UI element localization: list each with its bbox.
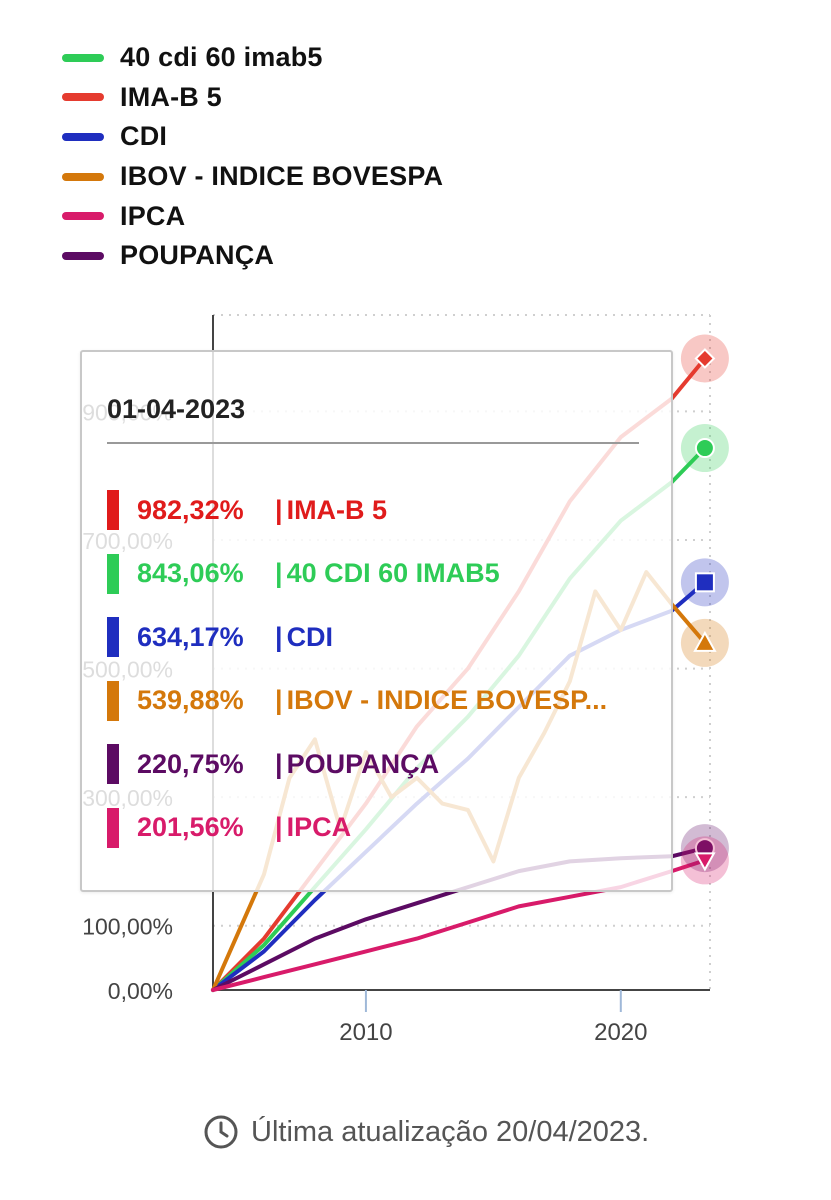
tooltip-value: 982,32% bbox=[137, 494, 244, 525]
end-marker bbox=[694, 572, 715, 593]
legend-swatch bbox=[62, 93, 104, 102]
tooltip-row: 539,88% | IBOV - INDICE BOVESP... bbox=[107, 680, 608, 721]
legend-label: POUPANÇA bbox=[120, 240, 275, 271]
tooltip-row: 201,56% | IPCA bbox=[107, 807, 352, 848]
tooltip-value: 634,17% bbox=[137, 621, 244, 652]
tooltip-series-name: IPCA bbox=[286, 812, 352, 842]
legend: 40 cdi 60 imab5 IMA-B 5 CDI IBOV - INDICE B… bbox=[62, 38, 443, 276]
legend-swatch bbox=[62, 212, 104, 221]
tooltip-color-bar bbox=[107, 617, 119, 657]
clock-icon bbox=[204, 1115, 238, 1149]
tooltip-color-bar bbox=[107, 807, 119, 848]
legend-item[interactable]: 40 cdi 60 imab5 bbox=[62, 38, 443, 78]
legend-swatch bbox=[62, 251, 104, 260]
tooltip-value: 539,88% bbox=[137, 685, 244, 715]
end-marker bbox=[694, 438, 715, 459]
tooltip-separator: | bbox=[275, 621, 283, 652]
last-update-text: Última atualização 20/04/2023. bbox=[251, 1115, 650, 1148]
tooltip-series-name: IBOV - INDICE BOVESP... bbox=[286, 685, 608, 715]
tooltip-row: 843,06% | 40 CDI 60 IMAB5 bbox=[107, 553, 500, 594]
tooltip-value: 220,75% bbox=[137, 748, 244, 779]
legend-item[interactable]: CDI bbox=[62, 117, 443, 157]
legend-swatch bbox=[62, 53, 104, 62]
tooltip-row: 982,32% | IMA-B 5 bbox=[107, 490, 387, 530]
tooltip-date: 01-04-2023 bbox=[107, 394, 246, 424]
tooltip-color-bar bbox=[107, 553, 119, 594]
tooltip-row: 634,17% | CDI bbox=[107, 617, 333, 657]
legend-label: IPCA bbox=[120, 200, 186, 231]
tooltip-separator: | bbox=[275, 748, 283, 779]
legend-item[interactable]: IMA-B 5 bbox=[62, 78, 443, 118]
legend-item[interactable]: POUPANÇA bbox=[62, 236, 443, 276]
y-tick-label: 100,00% bbox=[82, 914, 173, 940]
tooltip-value: 201,56% bbox=[137, 812, 244, 842]
tooltip-series-name: POUPANÇA bbox=[286, 748, 440, 779]
tooltip-series-name: IMA-B 5 bbox=[286, 494, 388, 525]
end-marker bbox=[693, 630, 717, 652]
x-tick-label: 2010 bbox=[339, 1019, 392, 1046]
tooltip-color-bar bbox=[107, 680, 119, 721]
last-update: Última atualização 20/04/2023. bbox=[203, 1114, 649, 1150]
tooltip-separator: | bbox=[275, 812, 283, 842]
legend-label: CDI bbox=[120, 121, 168, 152]
tooltip-row: 220,75% | POUPANÇA bbox=[107, 744, 439, 784]
tooltip-series-name: 40 CDI 60 IMAB5 bbox=[286, 558, 500, 588]
end-marker bbox=[694, 348, 716, 369]
end-marker bbox=[694, 852, 716, 872]
tooltip-color-bar bbox=[107, 490, 119, 530]
tooltip-separator: | bbox=[275, 558, 283, 588]
legend-item[interactable]: IPCA bbox=[62, 196, 443, 236]
legend-swatch bbox=[62, 132, 104, 141]
legend-label: IMA-B 5 bbox=[120, 81, 222, 112]
y-tick-label: 0,00% bbox=[108, 978, 173, 1004]
x-tick-label: 2020 bbox=[594, 1019, 647, 1046]
legend-label: 40 cdi 60 imab5 bbox=[120, 42, 323, 73]
legend-swatch bbox=[62, 172, 104, 181]
tooltip-value: 843,06% bbox=[137, 558, 244, 588]
hover-tooltip: 01-04-2023 982,32% | IMA-B 5 843,06% | 40 CDI… bbox=[80, 350, 673, 892]
tooltip-separator: | bbox=[275, 494, 283, 525]
legend-item[interactable]: IBOV - INDICE BOVESPA bbox=[62, 157, 443, 197]
tooltip-separator: | bbox=[275, 685, 283, 715]
tooltip-color-bar bbox=[107, 744, 119, 784]
legend-label: IBOV - INDICE BOVESPA bbox=[120, 161, 444, 192]
tooltip-divider bbox=[107, 442, 639, 444]
tooltip-series-name: CDI bbox=[286, 621, 334, 652]
